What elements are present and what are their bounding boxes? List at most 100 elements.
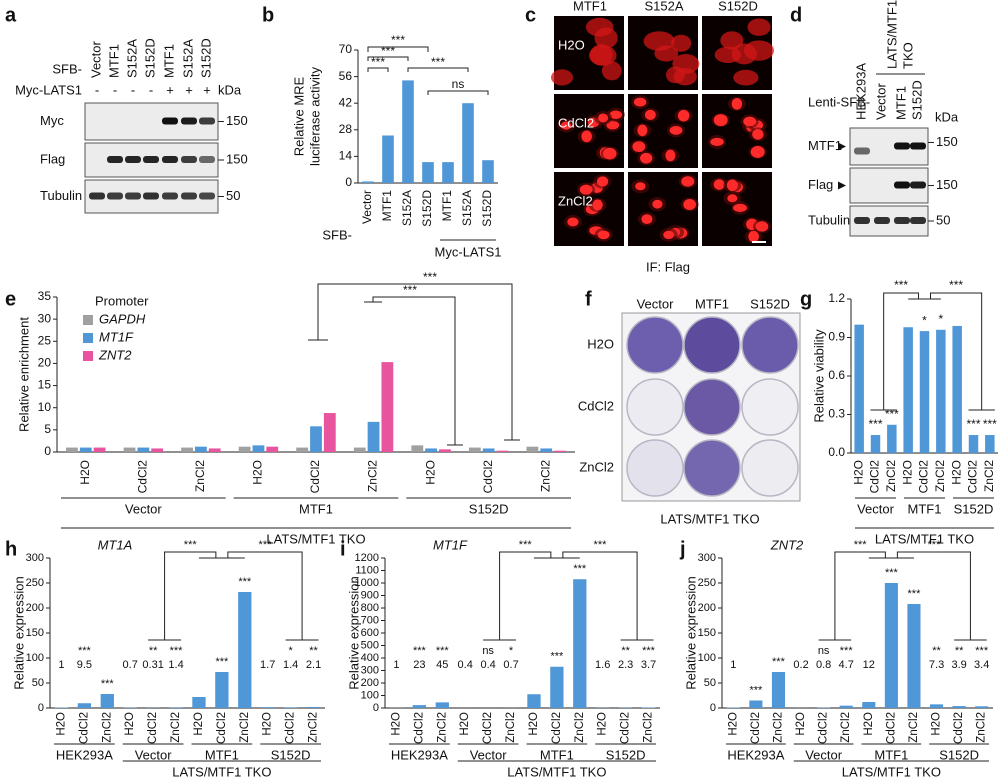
cell: [550, 69, 574, 86]
blot-band: [910, 181, 926, 189]
nucleus: [579, 184, 593, 195]
significance-mark: ***: [184, 539, 198, 551]
group-label: S152D: [271, 747, 311, 762]
well: [626, 439, 684, 497]
y-tick-label: 200: [361, 677, 379, 689]
blot-band: [854, 147, 870, 155]
significance-mark: *: [938, 312, 943, 326]
legend-swatch: [83, 333, 93, 343]
value-label: 0.7: [123, 659, 138, 671]
blot-band: [107, 156, 123, 163]
treatment-sign: -: [149, 82, 153, 97]
nucleus: [750, 146, 765, 158]
x-tick-label: H2O: [851, 460, 865, 485]
group-label: Vector: [805, 747, 843, 762]
blot-band: [199, 192, 215, 200]
y-tick-label: 20: [38, 356, 52, 370]
x-tick-label: CdCl2: [482, 712, 494, 744]
blot-band: [143, 156, 159, 163]
bar: [936, 329, 946, 453]
x-tick-label: ZnCl2: [170, 712, 182, 743]
bar: [749, 700, 763, 708]
nucleus: [663, 230, 675, 240]
value-label: 12: [863, 659, 875, 671]
x-tick-label: CdCl2: [750, 712, 762, 744]
blot-label: Flag: [40, 151, 65, 166]
blot-band: [162, 192, 178, 200]
bar: [208, 448, 221, 452]
significance-bracket: [317, 283, 513, 440]
well: [741, 378, 799, 436]
significance-bracket: [427, 90, 489, 95]
y-tick-label: 500: [361, 639, 379, 651]
x-tick-label: H2O: [727, 712, 739, 736]
nucleus: [665, 149, 676, 162]
panel-label: c: [525, 4, 536, 26]
x-tick-label: ZnCl2: [840, 712, 852, 743]
nucleus: [713, 114, 728, 127]
significance-mark: ***: [868, 417, 882, 431]
x-tick-label: H2O: [597, 712, 609, 736]
nucleus: [567, 217, 579, 227]
row-label: H2O: [587, 336, 614, 351]
significance-mark: ***: [436, 645, 450, 657]
significance-mark: ***: [78, 645, 92, 657]
x-tick-label: H2O: [423, 460, 437, 485]
y-axis-label: Relative viability: [811, 329, 826, 423]
significance-mark: ***: [966, 417, 980, 431]
x-tick-label: H2O: [900, 460, 914, 485]
size-marker-label: 150: [936, 177, 958, 192]
bar: [952, 706, 966, 708]
bar: [296, 447, 309, 452]
x-tick-label: ZnCl2: [982, 460, 996, 492]
significance-mark: ***: [215, 656, 229, 668]
unit-label: kDa: [935, 109, 959, 124]
x-tick-label: ZnCl2: [308, 712, 320, 743]
legend-label: ZNT2: [98, 347, 132, 362]
y-tick-label: 150: [698, 627, 716, 639]
significance-bracket: [499, 551, 552, 640]
x-tick-label: H2O: [795, 712, 807, 736]
nucleus: [602, 147, 617, 160]
bar: [362, 181, 374, 183]
well: [741, 316, 799, 374]
bar: [93, 447, 106, 452]
significance-mark: ns: [452, 77, 465, 91]
legend-swatch: [83, 315, 93, 325]
bar: [192, 697, 206, 708]
bar: [252, 445, 265, 452]
significance-mark: ***: [371, 55, 385, 69]
cell: [733, 69, 759, 86]
y-tick-label: 1200: [355, 552, 379, 564]
well: [626, 316, 684, 374]
y-tick-label: 56: [339, 69, 353, 83]
row-label: Lenti-SFB-: [808, 94, 870, 109]
bar: [884, 583, 898, 708]
significance-bracket: [367, 67, 389, 72]
significance-mark: ***: [101, 678, 115, 690]
lane-label: MTF1: [106, 44, 121, 78]
y-tick-label: 30: [38, 311, 52, 325]
x-tick-label: CdCl2: [551, 712, 563, 744]
bar: [353, 447, 366, 452]
significance-mark: ***: [772, 656, 786, 668]
blot-label: Tubulin: [808, 212, 850, 227]
value-label: 45: [436, 659, 448, 671]
row-label: CdCl2: [578, 398, 614, 413]
cell: [671, 34, 692, 52]
bar: [194, 446, 207, 452]
bar: [862, 702, 876, 708]
column-label: S152A: [644, 0, 683, 13]
y-tick-label: 900: [361, 589, 379, 601]
x-tick-label: CdCl2: [620, 712, 632, 744]
significance-bracket: [562, 551, 638, 640]
nucleus: [681, 176, 695, 187]
value-label: 0.4: [480, 659, 495, 671]
size-marker-label: 150: [226, 113, 248, 128]
x-tick-label: CdCl2: [413, 712, 425, 744]
bar: [887, 424, 897, 453]
y-tick-label: 28: [339, 122, 353, 136]
nucleus: [713, 179, 725, 190]
cell: [665, 66, 685, 84]
significance-mark: *: [922, 313, 927, 327]
